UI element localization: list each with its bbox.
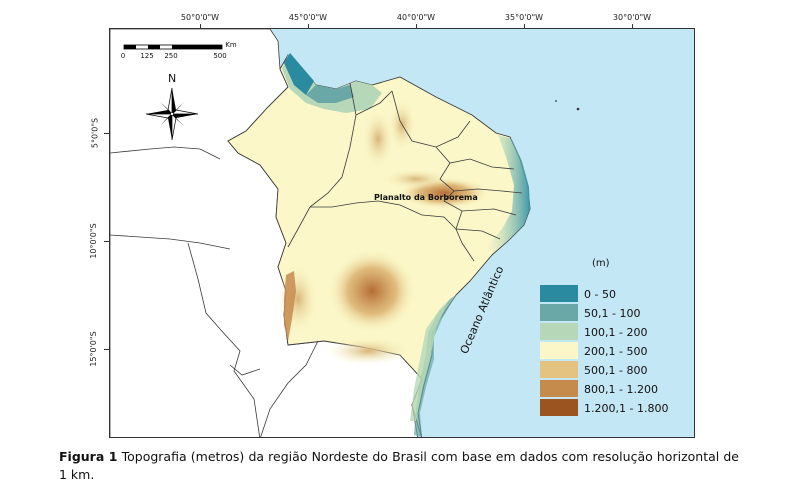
lon-label-50w: 50°0'0"W (180, 13, 220, 22)
coastal-fringe-south-light (410, 301, 448, 421)
highland-chapada-diamantina (328, 249, 416, 333)
scale-label-125: 125 (140, 52, 154, 60)
fernando-noronha (576, 107, 580, 111)
legend-swatch (540, 342, 578, 359)
lat-label-10s: 10°0'0"S (89, 223, 99, 259)
figure-caption: Figura 1 Topografia (metros) da região N… (59, 448, 739, 484)
caption-text: Topografia (metros) da região Nordeste d… (59, 449, 739, 482)
legend-item: 500,1 - 800 (540, 361, 690, 380)
lon-tick (308, 24, 309, 29)
highland-ibiapaba (362, 109, 394, 169)
legend-item: 1.200,1 - 1.800 (540, 399, 690, 418)
scale-unit: Km (225, 41, 237, 49)
legend-label: 800,1 - 1.200 (584, 383, 658, 396)
lon-label-40w: 40°0'0"W (396, 13, 436, 22)
legend-label: 50,1 - 100 (584, 307, 641, 320)
lat-tick (104, 133, 109, 134)
highland-south-bahia (326, 337, 410, 365)
north-arrow (145, 87, 199, 141)
lat-tick (104, 241, 109, 242)
legend-label: 200,1 - 500 (584, 345, 648, 358)
north-letter: N (168, 72, 177, 85)
plateau-label: Planalto da Borborema (374, 193, 478, 202)
legend-label: 100,1 - 200 (584, 326, 648, 339)
legend-label: 1.200,1 - 1.800 (584, 402, 669, 415)
lowland-north (282, 55, 382, 113)
lat-tick (104, 349, 109, 350)
scale-label-500: 500 (213, 52, 227, 60)
highland-west-edge (284, 271, 296, 341)
legend-swatch (540, 380, 578, 397)
scale-bar (123, 44, 223, 50)
legend-swatch (540, 361, 578, 378)
lon-tick (524, 24, 525, 29)
lat-label-5s: 5°0'0"S (90, 117, 100, 149)
legend-swatch (540, 285, 578, 302)
legend-swatch (540, 399, 578, 416)
lon-label-35w: 35°0'0"W (504, 13, 544, 22)
legend-label: 500,1 - 800 (584, 364, 648, 377)
lon-tick (416, 24, 417, 29)
lowland-coast-teal-2 (306, 85, 354, 103)
legend-label: 0 - 50 (584, 288, 616, 301)
legend-item: 50,1 - 100 (540, 304, 690, 323)
highland-araripe (382, 169, 450, 189)
outside-borders (110, 146, 319, 437)
map-frame (109, 28, 695, 438)
legend-title: (m) (592, 258, 610, 269)
legend-item: 200,1 - 500 (540, 342, 690, 361)
legend-swatch (540, 323, 578, 340)
caption-prefix: Figura 1 (59, 449, 118, 464)
lowland-coast-teal (284, 53, 314, 95)
legend-item: 800,1 - 1.200 (540, 380, 690, 399)
legend-item: 0 - 50 (540, 285, 690, 304)
coastal-fringe-east (486, 135, 530, 253)
scale-label-0: 0 (120, 52, 126, 60)
state-borders (287, 82, 523, 262)
lat-label-15s: 15°0'0"S (89, 331, 99, 367)
atol-rocas (555, 100, 557, 102)
lon-label-30w: 30°0'0"W (612, 13, 652, 22)
legend-swatch (540, 304, 578, 321)
scale-label-250: 250 (164, 52, 178, 60)
lon-tick (200, 24, 201, 29)
legend-item: 100,1 - 200 (540, 323, 690, 342)
lon-label-45w: 45°0'0"W (288, 13, 328, 22)
lon-tick (632, 24, 633, 29)
topography-map (110, 29, 580, 437)
